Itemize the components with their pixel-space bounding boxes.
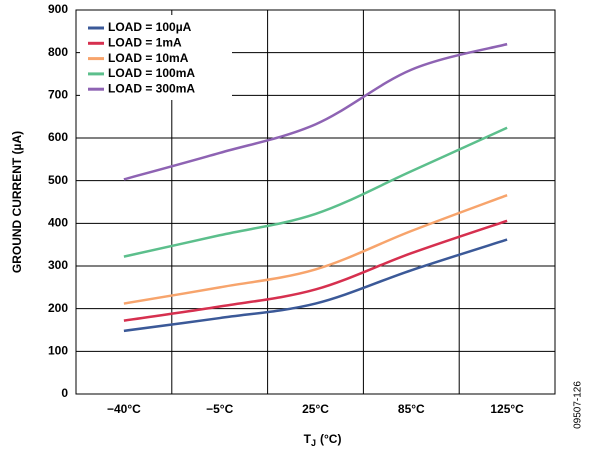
x-tick-label: −40°C [107, 402, 141, 416]
y-tick-label: 200 [48, 301, 68, 315]
series-line [123, 42, 508, 181]
x-tick-label: 25°C [302, 402, 329, 416]
x-axis-label-suffix: (°C) [320, 432, 341, 446]
y-tick-label: 400 [48, 216, 68, 230]
y-tick-label: 800 [48, 45, 68, 59]
x-tick-label: −5°C [206, 402, 233, 416]
legend-box [80, 15, 232, 100]
y-tick-label: 100 [48, 344, 68, 358]
legend-label: LOAD = 1mA [108, 35, 182, 49]
legend-label: LOAD = 10mA [108, 51, 189, 65]
y-tick-label: 300 [48, 258, 68, 272]
x-label-sub: J [311, 438, 316, 448]
x-label-main: T [304, 432, 312, 446]
series-line [123, 126, 508, 258]
y-axis-label: GROUND CURRENT (µA) [10, 131, 24, 273]
x-tick-label: 125°C [490, 402, 524, 416]
x-axis-label: TJ [304, 432, 316, 448]
legend-label: LOAD = 100µA [108, 20, 192, 34]
series-line [123, 219, 508, 322]
y-tick-label: 600 [48, 130, 68, 144]
y-tick-label: 0 [61, 386, 68, 400]
y-tick-label: 500 [48, 173, 68, 187]
series-line [123, 238, 508, 333]
plot-frame [75, 9, 556, 395]
legend-label: LOAD = 300mA [108, 81, 195, 95]
y-tick-label: 900 [48, 2, 68, 16]
legend-label: LOAD = 100mA [108, 66, 195, 80]
figure-code: 09507-126 [573, 381, 584, 429]
y-tick-label: 700 [48, 88, 68, 102]
series-line [123, 194, 508, 305]
x-tick-label: 85°C [398, 402, 425, 416]
